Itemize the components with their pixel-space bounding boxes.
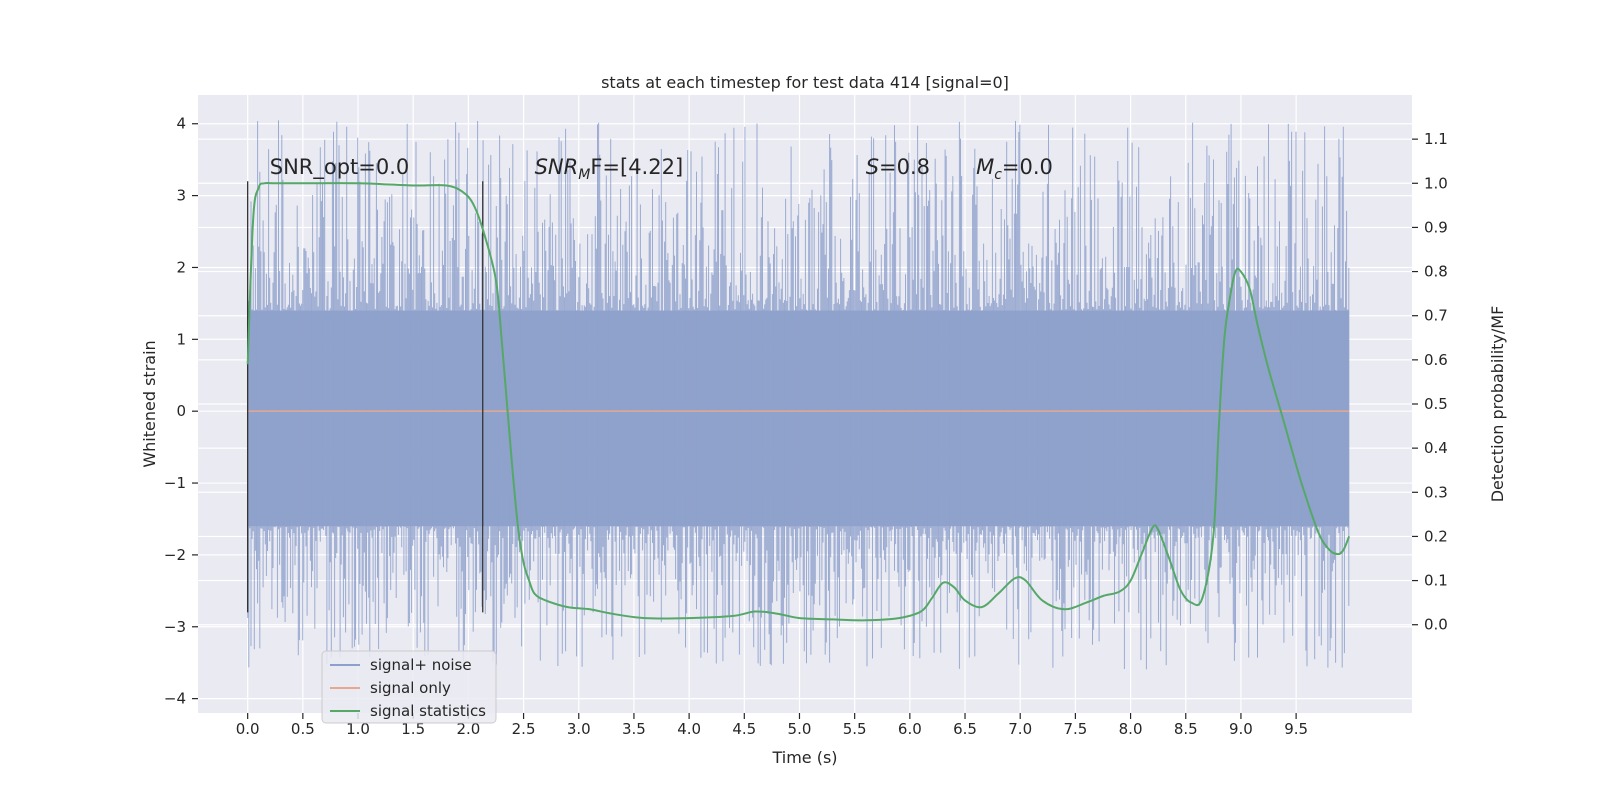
y2-tick-label: 0.8 — [1424, 263, 1448, 281]
signal-statistics-line — [246, 181, 1351, 622]
x-tick-label: 3.0 — [567, 720, 591, 738]
legend-entry: signal+ noise — [370, 656, 472, 674]
x-tick-label: 7.5 — [1063, 720, 1087, 738]
y2-tick-label: 0.1 — [1424, 572, 1448, 590]
y2-axis-label: Detection probability/MF — [1488, 306, 1507, 503]
y-tick-label: 1 — [176, 330, 186, 348]
annotation-snr-opt: SNR_opt=0.0 — [270, 155, 410, 180]
y-tick-label: 0 — [176, 402, 186, 420]
annotations: SNR_opt=0.0 SNRMF=[4.22] S=0.8 Mc=0.0 — [270, 155, 1053, 183]
x-tick-label: 4.5 — [732, 720, 756, 738]
x-tick-label: 9.5 — [1284, 720, 1308, 738]
x-tick-label: 3.5 — [622, 720, 646, 738]
y-tick-label: 2 — [176, 258, 186, 276]
y2-tick-label: 0.5 — [1424, 395, 1448, 413]
chart-title: stats at each timestep for test data 414… — [601, 73, 1009, 92]
x-tick-label: 8.0 — [1119, 720, 1143, 738]
y2-tick-label: 0.7 — [1424, 307, 1448, 325]
x-tick-label: 6.5 — [953, 720, 977, 738]
x-tick-label: 0.5 — [291, 720, 315, 738]
x-tick-label: 4.0 — [677, 720, 701, 738]
y2-tick-label: 1.1 — [1424, 130, 1448, 148]
axes: 0.0 0.5 1.0 1.5 2.0 2.5 3.0 3.5 4.0 4.5 5.0 5.5 6.0 6… — [164, 115, 1448, 738]
y2-tick-label: 0.6 — [1424, 351, 1448, 369]
y2-tick-label: 0.4 — [1424, 439, 1448, 457]
y2-tick-label: 0.9 — [1424, 218, 1448, 236]
y2-tick-label: 0.2 — [1424, 527, 1448, 545]
annotation-mc-stat: Mc=0.0 — [976, 155, 1053, 183]
y2-tick-label: 0.3 — [1424, 483, 1448, 501]
annotation-snr-mf: SNRMF=[4.22] — [535, 155, 684, 183]
y2-tick-label: 1.0 — [1424, 174, 1448, 192]
y-tick-label: −4 — [164, 690, 186, 708]
x-tick-label: 5.0 — [788, 720, 812, 738]
vertical-markers — [247, 181, 484, 613]
x-tick-label: 7.0 — [1008, 720, 1032, 738]
x-tick-label: 5.5 — [843, 720, 867, 738]
y2-tick-label: 0.0 — [1424, 616, 1448, 634]
x-axis-label: Time (s) — [771, 748, 837, 767]
x-tick-label: 2.5 — [512, 720, 536, 738]
series-signal-noise — [247, 120, 1350, 670]
legend-entry: signal only — [370, 679, 451, 697]
y-axis-label: Whitened strain — [140, 340, 159, 467]
x-tick-label: 9.0 — [1229, 720, 1253, 738]
legend: signal+ noise signal only signal statistic… — [321, 650, 497, 724]
x-tick-label: 1.0 — [346, 720, 370, 738]
legend-box — [321, 650, 497, 724]
legend-entry: signal statistics — [370, 702, 486, 720]
x-tick-label: 0.0 — [236, 720, 260, 738]
annotation-s-stat: S=0.8 — [866, 155, 930, 179]
x-tick-label: 6.0 — [898, 720, 922, 738]
x-tick-label: 1.5 — [401, 720, 425, 738]
y-tick-label: −2 — [164, 546, 186, 564]
series-signal-statistics — [246, 181, 1351, 622]
x-tick-label: 2.0 — [456, 720, 480, 738]
y-tick-label: −3 — [164, 618, 186, 636]
x-tick-label: 8.5 — [1174, 720, 1198, 738]
y-tick-label: −1 — [164, 474, 186, 492]
y-tick-label: 4 — [176, 115, 186, 133]
y-tick-label: 3 — [176, 187, 186, 205]
